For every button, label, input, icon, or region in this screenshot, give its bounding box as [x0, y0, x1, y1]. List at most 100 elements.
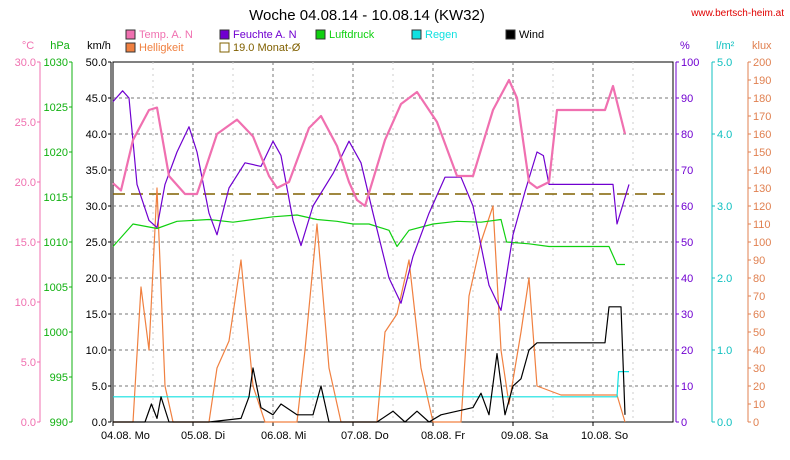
- light-axis-tick-label: 120: [753, 201, 771, 213]
- legend-swatch: [219, 29, 230, 40]
- wind-axis-tick-label: 45.0: [86, 93, 107, 105]
- light-axis-tick-label: 80: [753, 273, 765, 285]
- light-axis-tick-label: 50: [753, 327, 765, 339]
- chart-title: Woche 04.08.14 - 10.08.14 (KW32): [249, 7, 485, 24]
- wind-axis-tick-label: 30.0: [86, 201, 107, 213]
- light-axis-tick-label: 130: [753, 183, 771, 195]
- light-axis-tick-label: 170: [753, 111, 771, 123]
- light-axis-tick-label: 10: [753, 399, 765, 411]
- humidity-axis-tick-label: 30: [681, 309, 693, 321]
- wind-axis-tick-label: 40.0: [86, 129, 107, 141]
- series-feuchte-a-n: [112, 90, 630, 311]
- grid: [112, 61, 674, 423]
- light-axis-tick-label: 20: [753, 381, 765, 393]
- x-tick-label: 04.08. Mo: [101, 430, 150, 442]
- site-link[interactable]: www.bertsch-heim.at: [690, 8, 784, 19]
- series-wind: [113, 306, 626, 423]
- temp-axis-tick-label: 10.0: [15, 297, 36, 309]
- light-axis-unit: klux: [752, 40, 772, 52]
- light-axis-tick-label: 90: [753, 255, 765, 267]
- legend-label: Luftdruck: [329, 29, 375, 41]
- rain-axis-tick-label: 1.0: [717, 345, 732, 357]
- humidity-axis-tick-label: 10: [681, 381, 693, 393]
- x-tick-label: 05.08. Di: [181, 430, 225, 442]
- temp-axis-tick-label: 30.0: [15, 57, 36, 69]
- legend-label: Temp. A. N: [139, 29, 193, 41]
- wind-axis-tick-label: 25.0: [86, 237, 107, 249]
- light-axis-tick-label: 140: [753, 165, 771, 177]
- pressure-axis-unit: hPa: [50, 40, 70, 52]
- light-axis-tick-label: 0: [753, 417, 759, 429]
- pressure-axis-tick-label: 1015: [44, 192, 68, 204]
- light-axis-tick-label: 40: [753, 345, 765, 357]
- temp-axis-tick-label: 25.0: [15, 117, 36, 129]
- legend-label: Regen: [425, 29, 457, 41]
- humidity-axis-tick-label: 80: [681, 129, 693, 141]
- light-axis-tick-label: 190: [753, 75, 771, 87]
- temp-axis-tick-label: 0.0: [21, 417, 36, 429]
- pressure-axis-tick-label: 1030: [44, 57, 68, 69]
- light-axis-tick-label: 70: [753, 291, 765, 303]
- light-axis-tick-label: 150: [753, 147, 771, 159]
- pressure-axis-tick-label: 1005: [44, 282, 68, 294]
- x-tick-label: 06.08. Mi: [261, 430, 306, 442]
- legend-swatch: [411, 29, 422, 40]
- legend-swatch: [315, 29, 326, 40]
- wind-axis-unit: km/h: [87, 40, 111, 52]
- pressure-axis-tick-label: 995: [50, 372, 68, 384]
- legend-swatch: [219, 42, 230, 53]
- rain-axis-tick-label: 3.0: [717, 201, 732, 213]
- pressure-axis-tick-label: 1000: [44, 327, 68, 339]
- legend-label: Feuchte A. N: [233, 29, 297, 41]
- wind-axis-tick-label: 15.0: [86, 309, 107, 321]
- x-tick-label: 08.08. Fr: [421, 430, 465, 442]
- humidity-axis-tick-label: 0: [681, 417, 687, 429]
- humidity-axis-tick-label: 20: [681, 345, 693, 357]
- rain-axis-tick-label: 5.0: [717, 57, 732, 69]
- plot-area: [112, 78, 673, 423]
- series-helligkeit: [113, 187, 626, 423]
- temp-axis-unit: °C: [22, 40, 34, 52]
- rain-axis-tick-label: 2.0: [717, 273, 732, 285]
- temp-axis-tick-label: 15.0: [15, 237, 36, 249]
- x-tick-label: 07.08. Do: [341, 430, 389, 442]
- legend-label: Helligkeit: [139, 42, 184, 54]
- pressure-axis-tick-label: 1025: [44, 102, 68, 114]
- legend: Temp. A. N Feuchte A. N Luftdruck Regen Wind…: [125, 29, 544, 54]
- x-tick-label: 10.08. So: [581, 430, 628, 442]
- series-temp-a-n: [112, 78, 627, 208]
- light-axis-tick-label: 30: [753, 363, 765, 375]
- legend-label: 19.0 Monat-Ø: [233, 42, 301, 54]
- light-axis-tick-label: 110: [753, 219, 771, 231]
- rain-axis-tick-label: 4.0: [717, 129, 732, 141]
- light-axis-tick-label: 200: [753, 57, 771, 69]
- humidity-axis-tick-label: 100: [681, 57, 699, 69]
- light-axis-tick-label: 160: [753, 129, 771, 141]
- wind-axis-tick-label: 50.0: [86, 57, 107, 69]
- axes: °C30.025.020.015.010.05.00.0hPa103010251…: [15, 40, 772, 442]
- light-axis-tick-label: 180: [753, 93, 771, 105]
- wind-axis-tick-label: 5.0: [92, 381, 107, 393]
- wind-axis-tick-label: 0.0: [92, 417, 107, 429]
- light-axis-tick-label: 100: [753, 237, 771, 249]
- wind-axis-tick-label: 20.0: [86, 273, 107, 285]
- rain-axis-unit: l/m²: [716, 40, 735, 52]
- series-regen: [113, 371, 629, 398]
- pressure-axis-tick-label: 1020: [44, 147, 68, 159]
- temp-axis-tick-label: 5.0: [21, 357, 36, 369]
- humidity-axis-tick-label: 50: [681, 237, 693, 249]
- rain-axis-tick-label: 0.0: [717, 417, 732, 429]
- legend-swatch: [505, 29, 516, 40]
- legend-swatch: [125, 29, 136, 40]
- x-tick-label: 09.08. Sa: [501, 430, 549, 442]
- wind-axis-tick-label: 35.0: [86, 165, 107, 177]
- humidity-axis-tick-label: 70: [681, 165, 693, 177]
- legend-label: Wind: [519, 29, 544, 41]
- temp-axis-tick-label: 20.0: [15, 177, 36, 189]
- wind-axis-tick-label: 10.0: [86, 345, 107, 357]
- humidity-axis-tick-label: 90: [681, 93, 693, 105]
- legend-swatch: [125, 42, 136, 53]
- light-axis-tick-label: 60: [753, 309, 765, 321]
- series-luftdruck: [112, 214, 625, 266]
